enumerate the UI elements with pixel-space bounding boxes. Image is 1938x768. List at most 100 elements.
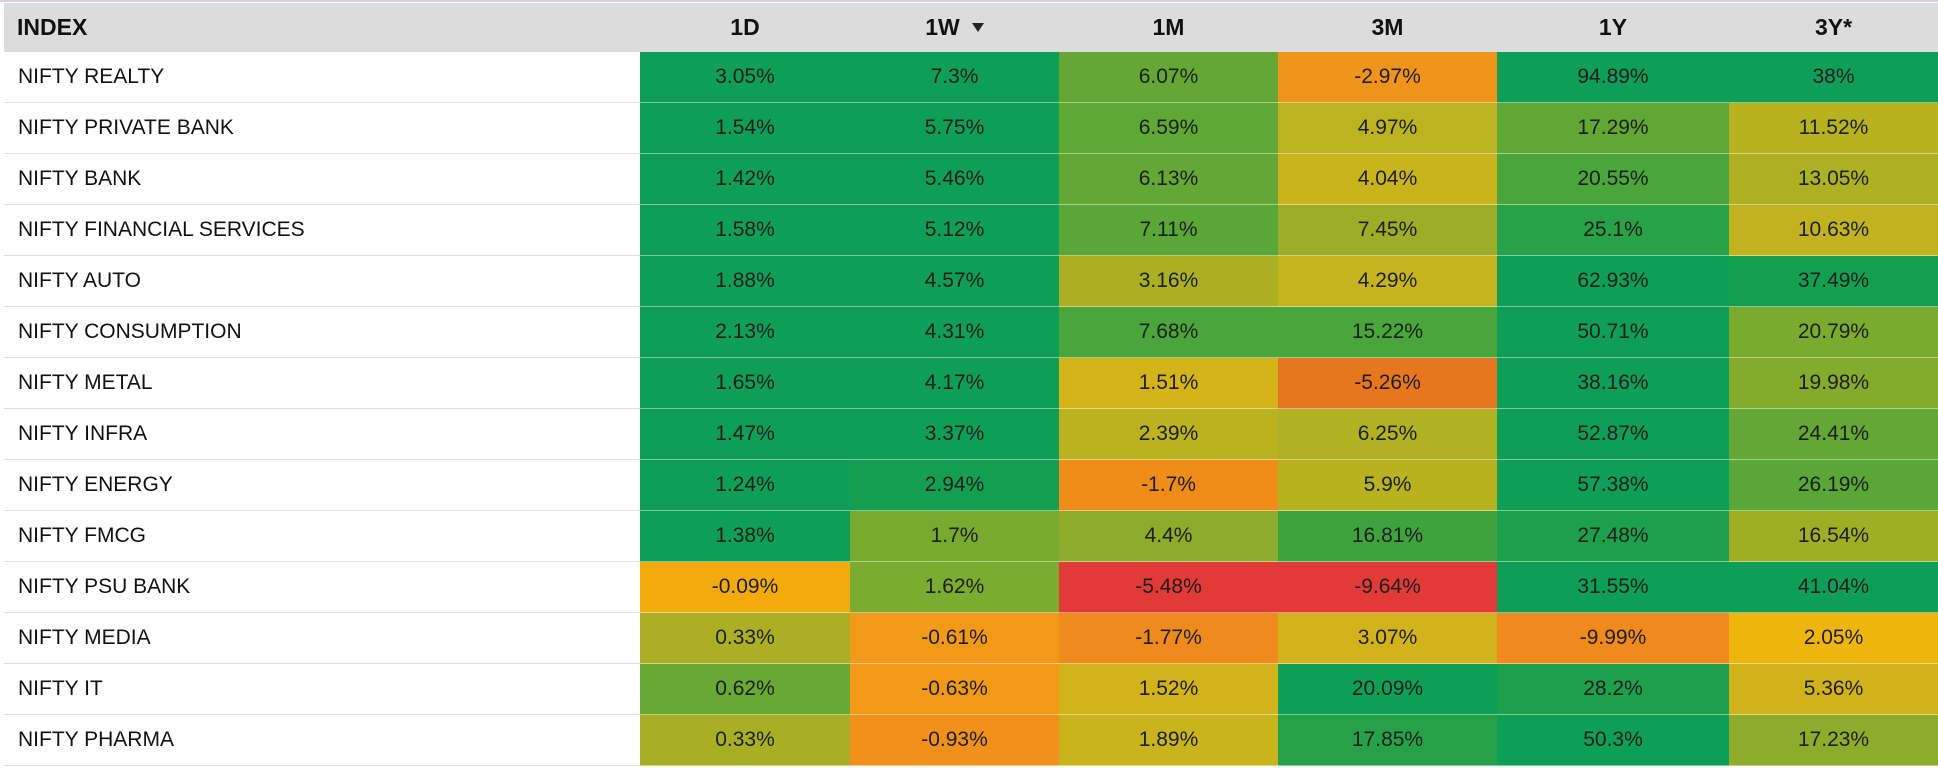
return-cell-m3: 5.9%	[1278, 459, 1497, 511]
return-cell-m3: 4.04%	[1278, 153, 1497, 205]
sort-desc-icon[interactable]	[971, 23, 984, 32]
table-row[interactable]: NIFTY INFRA 1.47% 3.37% 2.39% 6.25% 52.87% 24.…	[4, 408, 1938, 460]
return-cell-d1: 0.33%	[640, 612, 850, 664]
table-row[interactable]: NIFTY IT 0.62% -0.63% 1.52% 20.09% 28.2% 5.36%	[4, 663, 1938, 715]
index-name-cell[interactable]: NIFTY AUTO	[4, 255, 640, 307]
column-header-1m[interactable]: 1M	[1059, 3, 1278, 52]
return-cell-y1: 31.55%	[1497, 561, 1729, 613]
index-name-cell[interactable]: NIFTY INFRA	[4, 408, 640, 460]
return-cell-w1: 4.17%	[850, 357, 1059, 409]
return-cell-w1: 7.3%	[850, 52, 1059, 103]
return-cell-m1: -5.48%	[1059, 561, 1278, 613]
column-header-1w[interactable]: 1W	[850, 3, 1059, 52]
return-cell-m3: 17.85%	[1278, 714, 1497, 766]
return-cell-y3: 41.04%	[1729, 561, 1938, 613]
return-cell-y1: 17.29%	[1497, 102, 1729, 154]
return-cell-y1: 52.87%	[1497, 408, 1729, 460]
return-cell-y1: 50.3%	[1497, 714, 1729, 766]
return-cell-m1: 4.4%	[1059, 510, 1278, 562]
return-cell-m3: 16.81%	[1278, 510, 1497, 562]
index-name-cell[interactable]: NIFTY FMCG	[4, 510, 640, 562]
return-cell-m1: -1.77%	[1059, 612, 1278, 664]
index-name-cell[interactable]: NIFTY CONSUMPTION	[4, 306, 640, 358]
return-cell-w1: -0.63%	[850, 663, 1059, 715]
return-cell-m1: 2.39%	[1059, 408, 1278, 460]
return-cell-d1: 1.24%	[640, 459, 850, 511]
return-cell-d1: 1.38%	[640, 510, 850, 562]
table-row[interactable]: NIFTY ENERGY 1.24% 2.94% -1.7% 5.9% 57.38% 26.…	[4, 459, 1938, 511]
column-header-3m[interactable]: 3M	[1278, 3, 1497, 52]
return-cell-w1: -0.93%	[850, 714, 1059, 766]
return-cell-d1: -0.09%	[640, 561, 850, 613]
return-cell-d1: 0.62%	[640, 663, 850, 715]
return-cell-y1: 25.1%	[1497, 204, 1729, 256]
return-cell-m3: 15.22%	[1278, 306, 1497, 358]
return-cell-m3: 4.29%	[1278, 255, 1497, 307]
return-cell-m1: 7.68%	[1059, 306, 1278, 358]
return-cell-m1: 1.89%	[1059, 714, 1278, 766]
table-row[interactable]: NIFTY PHARMA 0.33% -0.93% 1.89% 17.85% 50.3% 1…	[4, 714, 1938, 766]
index-name-cell[interactable]: NIFTY METAL	[4, 357, 640, 409]
return-cell-y3: 37.49%	[1729, 255, 1938, 307]
return-cell-d1: 0.33%	[640, 714, 850, 766]
return-cell-d1: 1.42%	[640, 153, 850, 205]
return-cell-m3: -9.64%	[1278, 561, 1497, 613]
return-cell-y1: -9.99%	[1497, 612, 1729, 664]
return-cell-d1: 1.88%	[640, 255, 850, 307]
column-header-index[interactable]: INDEX	[4, 3, 640, 52]
return-cell-m1: 1.52%	[1059, 663, 1278, 715]
column-header-3y[interactable]: 3Y*	[1729, 3, 1938, 52]
index-name-cell[interactable]: NIFTY ENERGY	[4, 459, 640, 511]
table-row[interactable]: NIFTY CONSUMPTION 2.13% 4.31% 7.68% 15.22% 50…	[4, 306, 1938, 358]
return-cell-y1: 94.89%	[1497, 52, 1729, 103]
return-cell-m3: 4.97%	[1278, 102, 1497, 154]
return-cell-y1: 50.71%	[1497, 306, 1729, 358]
table-row[interactable]: NIFTY FINANCIAL SERVICES 1.58% 5.12% 7.11% 7…	[4, 204, 1938, 256]
return-cell-d1: 1.47%	[640, 408, 850, 460]
return-cell-w1: 5.12%	[850, 204, 1059, 256]
return-cell-y1: 27.48%	[1497, 510, 1729, 562]
return-cell-y3: 17.23%	[1729, 714, 1938, 766]
return-cell-m3: 3.07%	[1278, 612, 1497, 664]
table-row[interactable]: NIFTY MEDIA 0.33% -0.61% -1.77% 3.07% -9.99% 2…	[4, 612, 1938, 664]
column-header-1y[interactable]: 1Y	[1497, 3, 1729, 52]
return-cell-w1: 2.94%	[850, 459, 1059, 511]
table-row[interactable]: NIFTY FMCG 1.38% 1.7% 4.4% 16.81% 27.48% 16.54…	[4, 510, 1938, 562]
index-name-cell[interactable]: NIFTY BANK	[4, 153, 640, 205]
table-row[interactable]: NIFTY AUTO 1.88% 4.57% 3.16% 4.29% 62.93% 37.4…	[4, 255, 1938, 307]
index-name-cell[interactable]: NIFTY PRIVATE BANK	[4, 102, 640, 154]
return-cell-y3: 38%	[1729, 52, 1938, 103]
return-cell-m1: 3.16%	[1059, 255, 1278, 307]
table-row[interactable]: NIFTY METAL 1.65% 4.17% 1.51% -5.26% 38.16% 19…	[4, 357, 1938, 409]
index-name-cell[interactable]: NIFTY MEDIA	[4, 612, 640, 664]
return-cell-w1: 1.62%	[850, 561, 1059, 613]
return-cell-w1: -0.61%	[850, 612, 1059, 664]
return-cell-d1: 1.54%	[640, 102, 850, 154]
return-cell-m1: 6.59%	[1059, 102, 1278, 154]
index-name-cell[interactable]: NIFTY REALTY	[4, 52, 640, 103]
return-cell-m3: 20.09%	[1278, 663, 1497, 715]
index-name-cell[interactable]: NIFTY IT	[4, 663, 640, 715]
return-cell-m3: 6.25%	[1278, 408, 1497, 460]
index-name-cell[interactable]: NIFTY FINANCIAL SERVICES	[4, 204, 640, 256]
return-cell-m1: 7.11%	[1059, 204, 1278, 256]
return-cell-m3: -5.26%	[1278, 357, 1497, 409]
return-cell-d1: 1.65%	[640, 357, 850, 409]
return-cell-d1: 2.13%	[640, 306, 850, 358]
return-cell-y1: 20.55%	[1497, 153, 1729, 205]
column-header-1d[interactable]: 1D	[640, 3, 850, 52]
index-name-cell[interactable]: NIFTY PHARMA	[4, 714, 640, 766]
return-cell-y3: 20.79%	[1729, 306, 1938, 358]
return-cell-m3: 7.45%	[1278, 204, 1497, 256]
return-cell-y1: 38.16%	[1497, 357, 1729, 409]
return-cell-y3: 2.05%	[1729, 612, 1938, 664]
header-row: INDEX 1D 1W 1M 3M 1Y 3Y*	[4, 3, 1938, 52]
table-row[interactable]: NIFTY BANK 1.42% 5.46% 6.13% 4.04% 20.55% 13.0…	[4, 153, 1938, 205]
table-row[interactable]: NIFTY REALTY 3.05% 7.3% 6.07% -2.97% 94.89% 38…	[4, 52, 1938, 103]
return-cell-w1: 5.75%	[850, 102, 1059, 154]
table-row[interactable]: NIFTY PSU BANK -0.09% 1.62% -5.48% -9.64% 31.…	[4, 561, 1938, 613]
index-name-cell[interactable]: NIFTY PSU BANK	[4, 561, 640, 613]
return-cell-w1: 4.31%	[850, 306, 1059, 358]
return-cell-m3: -2.97%	[1278, 52, 1497, 103]
table-row[interactable]: NIFTY PRIVATE BANK 1.54% 5.75% 6.59% 4.97% 17…	[4, 102, 1938, 154]
